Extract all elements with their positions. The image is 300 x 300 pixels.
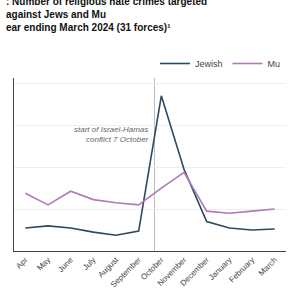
- svg-text:Mu: Mu: [268, 59, 281, 69]
- svg-text:July: July: [81, 255, 97, 271]
- svg-text:August: August: [96, 255, 121, 280]
- svg-text:February: February: [227, 255, 256, 284]
- svg-text:Jewish: Jewish: [195, 59, 223, 69]
- svg-text:January: January: [207, 255, 233, 281]
- svg-text:May: May: [35, 255, 52, 272]
- svg-text:Apr: Apr: [14, 255, 29, 270]
- svg-text:June: June: [56, 255, 75, 274]
- svg-text:October: October: [139, 255, 166, 282]
- svg-text:September: September: [109, 255, 143, 289]
- svg-text:: Number of religious hate cri: : Number of religious hate crimes target…: [6, 0, 207, 33]
- svg-text:November: November: [156, 255, 189, 288]
- svg-text:start of Israel-Hamasconflict: start of Israel-Hamasconflict 7 October: [74, 125, 149, 144]
- svg-text:March: March: [257, 255, 279, 277]
- svg-text:December: December: [178, 255, 211, 288]
